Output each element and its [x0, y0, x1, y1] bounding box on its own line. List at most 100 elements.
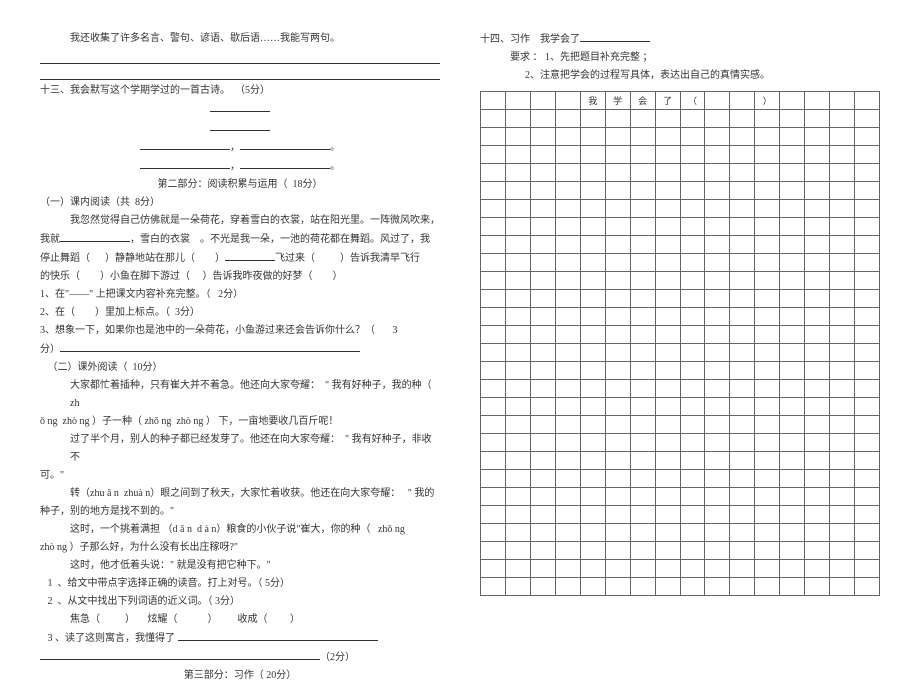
grid-cell	[505, 542, 530, 560]
grid-cell	[580, 452, 605, 470]
grid-cell	[805, 290, 830, 308]
grid-cell	[805, 182, 830, 200]
grid-cell	[755, 146, 780, 164]
grid-cell	[505, 362, 530, 380]
grid-cell	[680, 488, 705, 506]
grid-cell	[830, 488, 855, 506]
grid-cell	[605, 128, 630, 146]
grid-row	[481, 470, 880, 488]
grid-cell	[630, 470, 655, 488]
grid-cell	[481, 236, 506, 254]
grid-cell	[530, 110, 555, 128]
grid-cell	[630, 560, 655, 578]
grid-cell	[855, 110, 880, 128]
grid-cell	[755, 470, 780, 488]
grid-cell	[755, 434, 780, 452]
grid-cell	[680, 578, 705, 596]
r2q3-end: （2分）	[40, 648, 440, 667]
grid-cell	[855, 524, 880, 542]
grid-cell	[605, 326, 630, 344]
grid-cell	[830, 434, 855, 452]
grid-cell	[580, 416, 605, 434]
grid-cell	[805, 272, 830, 290]
grid-cell	[830, 128, 855, 146]
grid-cell	[730, 542, 755, 560]
grid-cell	[481, 164, 506, 182]
grid-cell	[755, 254, 780, 272]
grid-cell	[730, 470, 755, 488]
grid-row	[481, 434, 880, 452]
grid-cell	[505, 254, 530, 272]
grid-cell	[580, 110, 605, 128]
grid-cell	[505, 416, 530, 434]
grid-cell	[481, 488, 506, 506]
grid-cell	[755, 452, 780, 470]
grid-cell	[530, 254, 555, 272]
grid-cell	[805, 470, 830, 488]
grid-cell	[481, 506, 506, 524]
grid-cell	[481, 182, 506, 200]
grid-cell	[505, 182, 530, 200]
poem-line2: ，。	[40, 157, 440, 176]
grid-cell	[805, 110, 830, 128]
r2-4: 可。"	[40, 467, 440, 485]
grid-cell	[481, 146, 506, 164]
grid-cell	[705, 416, 730, 434]
grid-cell	[805, 308, 830, 326]
grid-cell	[655, 182, 680, 200]
grid-cell	[830, 506, 855, 524]
grid-cell	[705, 290, 730, 308]
grid-cell	[680, 236, 705, 254]
read1-title: （一）课内阅读（共 8分）	[40, 194, 440, 212]
grid-cell	[680, 542, 705, 560]
grid-cell	[705, 362, 730, 380]
grid-cell	[555, 416, 580, 434]
grid-cell	[680, 452, 705, 470]
grid-cell	[855, 236, 880, 254]
grid-cell	[555, 524, 580, 542]
grid-cell	[830, 272, 855, 290]
grid-cell	[630, 290, 655, 308]
grid-row	[481, 344, 880, 362]
grid-cell	[555, 290, 580, 308]
grid-cell	[855, 542, 880, 560]
grid-row	[481, 452, 880, 470]
grid-cell	[605, 110, 630, 128]
grid-cell	[780, 524, 805, 542]
grid-cell	[730, 380, 755, 398]
r2-7: 这时，一个挑着满担 （d ā n d à n）粮食的小伙子说"崔大，你的种（ z…	[40, 521, 440, 539]
grid-cell	[780, 92, 805, 110]
grid-cell	[680, 146, 705, 164]
grid-cell	[830, 344, 855, 362]
grid-cell	[630, 488, 655, 506]
grid-cell	[555, 146, 580, 164]
grid-cell	[605, 524, 630, 542]
grid-cell	[505, 380, 530, 398]
grid-cell	[755, 416, 780, 434]
grid-cell	[755, 506, 780, 524]
grid-cell	[605, 344, 630, 362]
grid-cell	[705, 236, 730, 254]
grid-cell	[605, 146, 630, 164]
grid-cell: ）	[755, 92, 780, 110]
req2: 2、注意把学会的过程写具体，表达出自己的真情实感。	[480, 67, 880, 85]
grid-cell	[505, 470, 530, 488]
grid-cell	[530, 398, 555, 416]
grid-cell	[505, 398, 530, 416]
grid-cell	[805, 326, 830, 344]
grid-cell	[805, 92, 830, 110]
grid-cell	[555, 560, 580, 578]
grid-cell	[830, 92, 855, 110]
r2q2b: 焦急（ ） 炫耀（ ） 收成（ ）	[40, 611, 440, 629]
grid-cell	[530, 434, 555, 452]
grid-cell	[705, 182, 730, 200]
grid-cell	[605, 452, 630, 470]
grid-cell	[630, 380, 655, 398]
grid-cell	[805, 524, 830, 542]
r2-5: 转（zhu ǎ n zhuà n）眼之间到了秋天，大家忙着收获。他还在向大家夸耀…	[40, 485, 440, 503]
grid-cell	[580, 236, 605, 254]
grid-cell	[705, 578, 730, 596]
grid-cell	[481, 272, 506, 290]
grid-cell	[730, 92, 755, 110]
read1b: 我就，雪白的衣裳 。不光是我一朵，一池的荷花都在舞蹈。风过了，我	[40, 230, 440, 249]
